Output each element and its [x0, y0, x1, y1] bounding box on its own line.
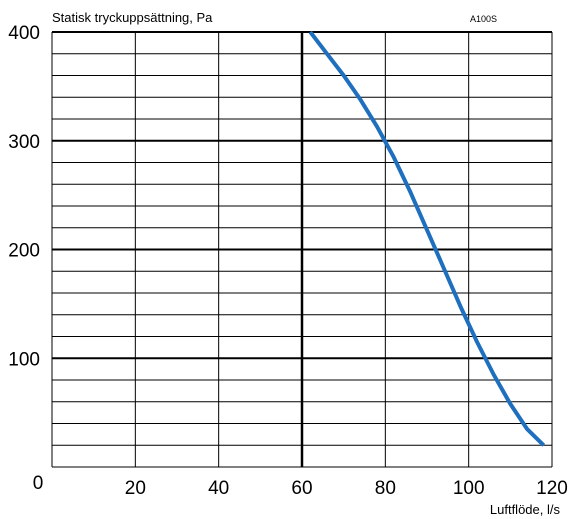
x-tick-label: 0: [33, 473, 44, 494]
x-tick-label: 60: [291, 478, 312, 499]
series-layer: [308, 30, 546, 447]
x-tick-label: 40: [208, 478, 229, 499]
x-tick-label: 120: [536, 478, 568, 499]
y-tick-label: 100: [8, 349, 40, 370]
y-tick-label: 400: [8, 23, 40, 44]
x-tick-label: 20: [125, 478, 146, 499]
grid: [51, 31, 553, 468]
model-label: A100S: [470, 14, 497, 24]
y-tick-label: 300: [8, 132, 40, 153]
y-tick-label: 200: [8, 241, 40, 262]
x-tick-label: 80: [375, 478, 396, 499]
x-axis-title: Luftflöde, l/s: [490, 502, 561, 517]
tick-labels: 0 20 40 60 80 100 120 100 200 300 400: [8, 23, 568, 499]
y-axis-title: Statisk tryckuppsättning, Pa: [52, 10, 213, 25]
series-line: [308, 30, 546, 447]
x-tick-label: 100: [453, 478, 485, 499]
